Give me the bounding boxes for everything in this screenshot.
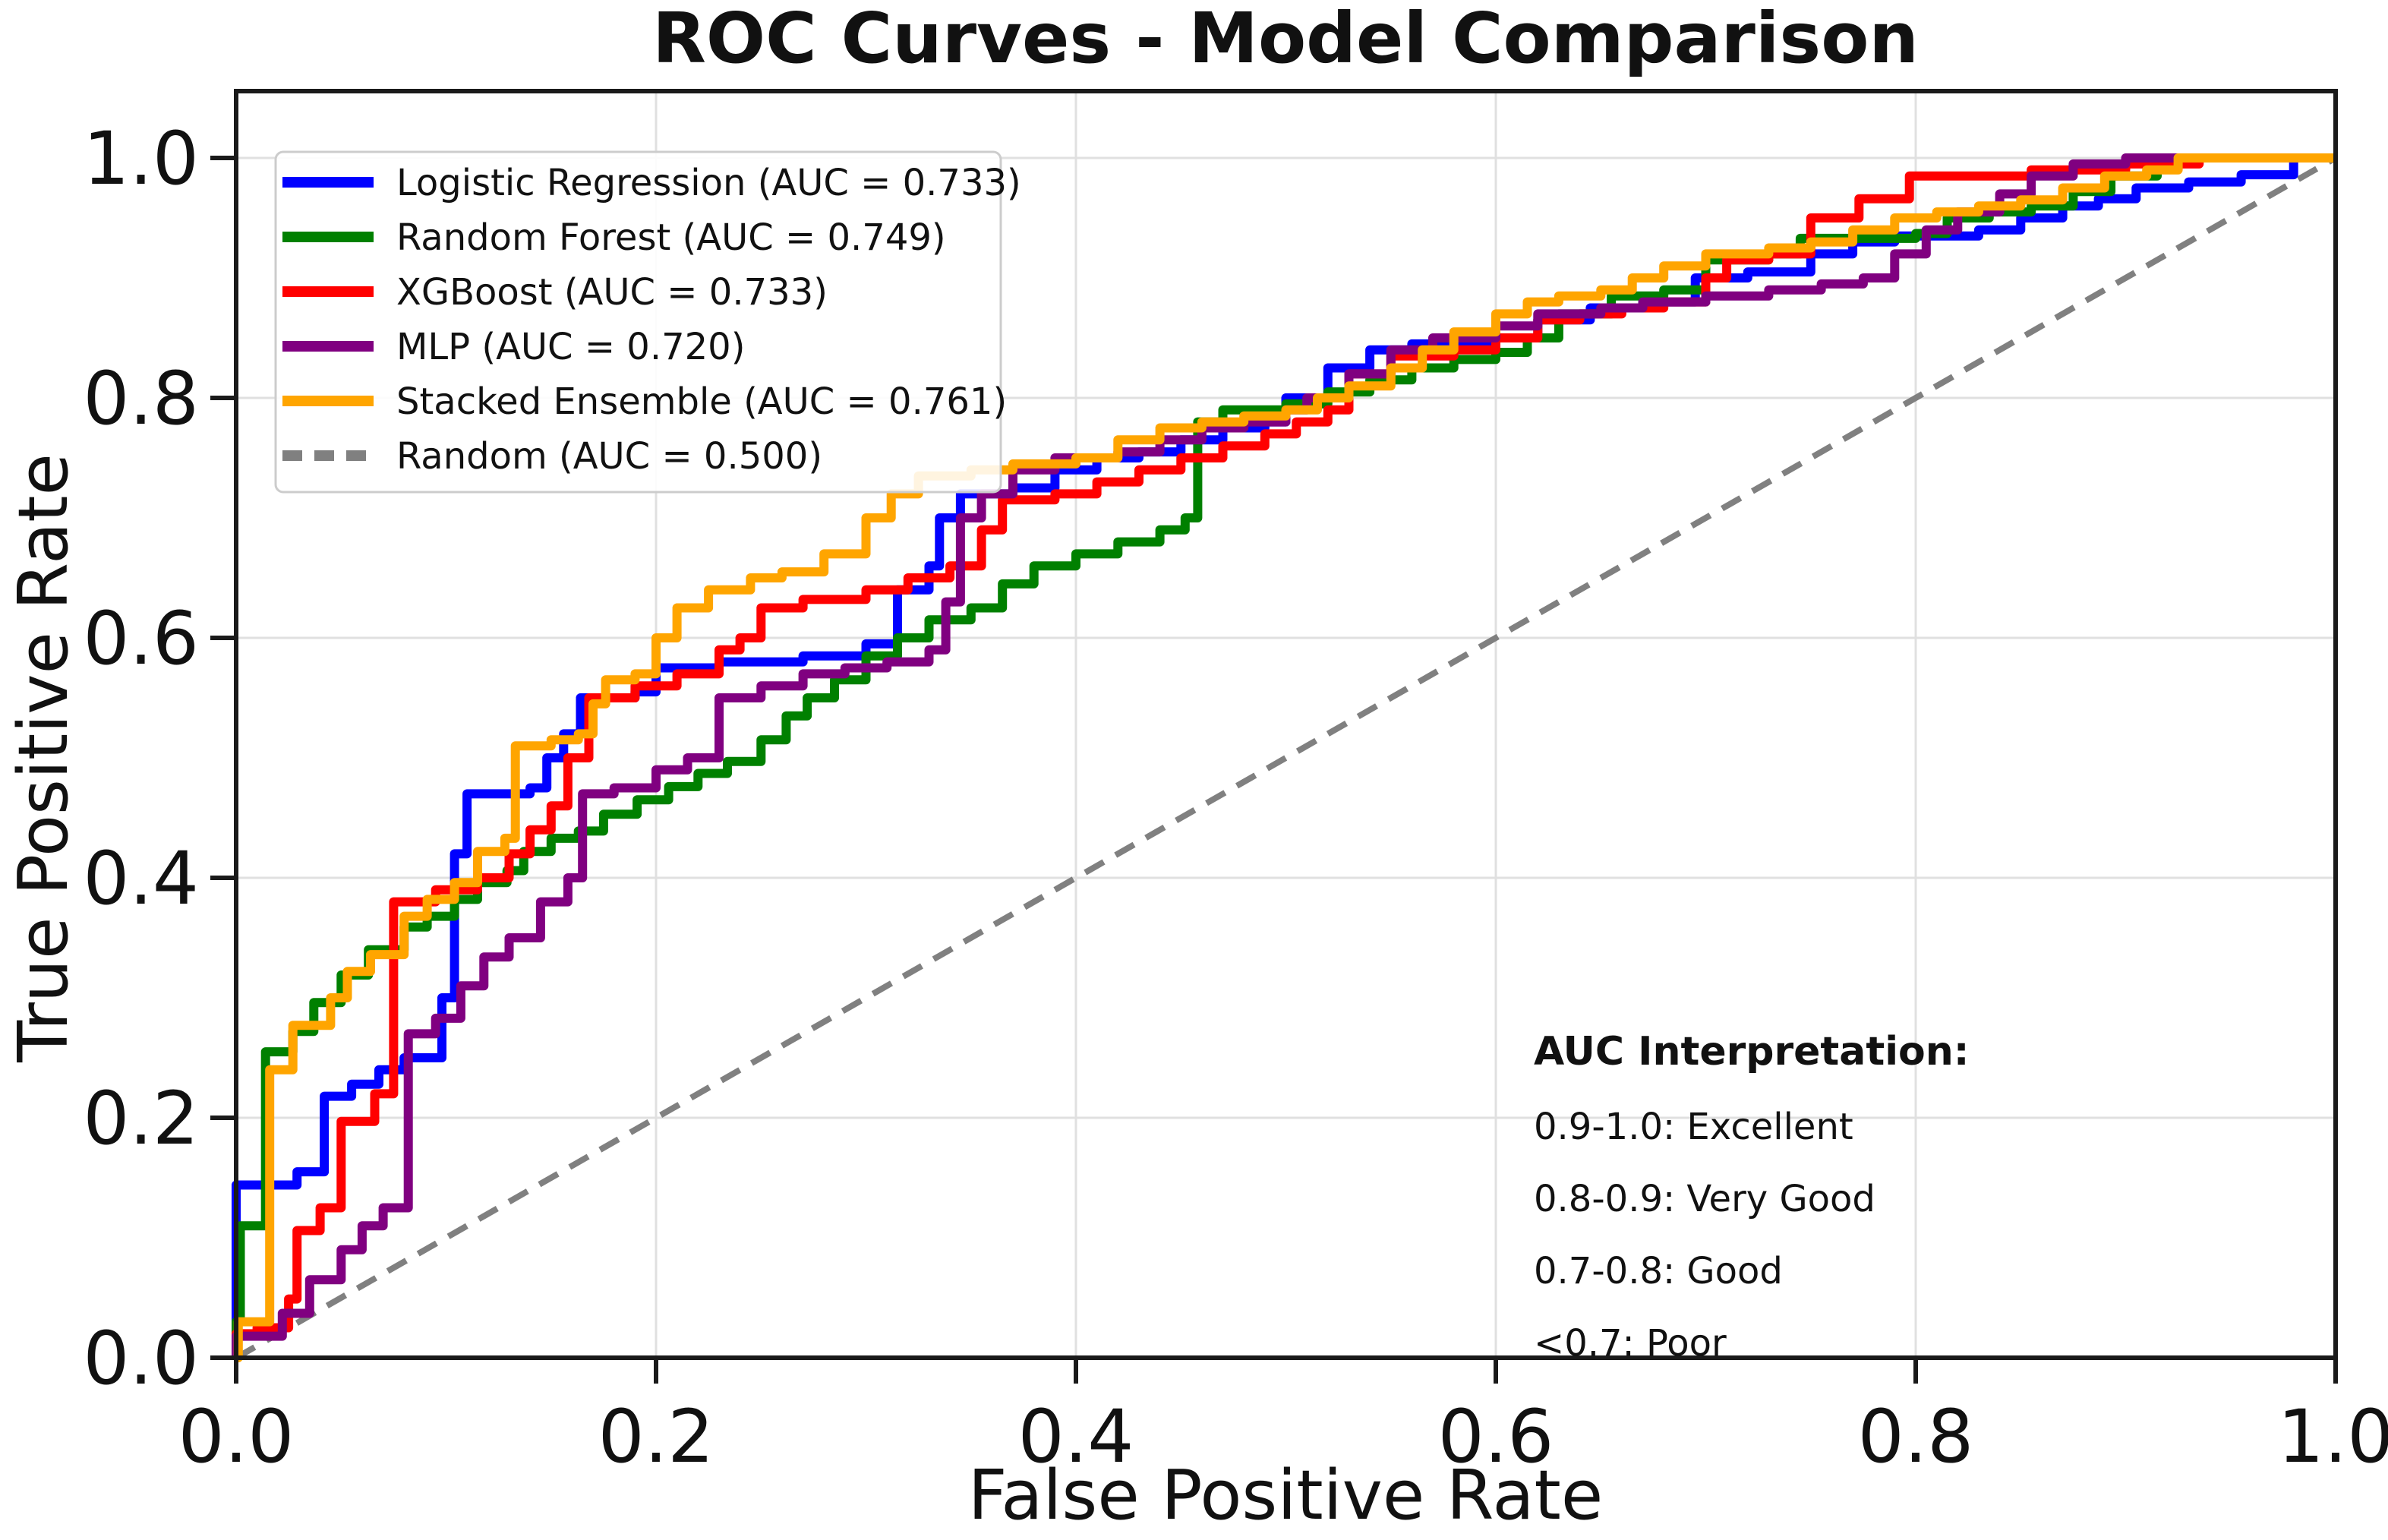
legend-label-xgboost: XGBoost (AUC = 0.733) (396, 271, 828, 314)
x-tick-labels: 0.0 0.2 0.4 0.6 0.8 1.0 (178, 1394, 2388, 1479)
legend-label-random-forest: Random Forest (AUC = 0.749) (396, 216, 946, 259)
y-tick-label: 1.0 (83, 116, 199, 201)
axes-spines (234, 89, 2338, 1360)
y-tick-label: 0.0 (83, 1316, 199, 1401)
roc-curve-xgboost (232, 153, 2336, 1358)
x-axis-label: False Positive Rate (968, 1456, 1603, 1535)
y-tick-label: 0.8 (83, 356, 199, 441)
auc-interpretation-very-good: 0.8-0.9: Very Good (1534, 1178, 1875, 1220)
roc-curve-mlp (232, 153, 2336, 1358)
auc-interpretation: AUC Interpretation: 0.9-1.0: Excellent 0… (1534, 1029, 1970, 1365)
y-axis-label: True Positive Rate (4, 453, 84, 1063)
legend-box (274, 150, 1002, 494)
x-tick-label: 0.8 (1858, 1394, 1974, 1479)
legend-label-logistic-regression: Logistic Regression (AUC = 0.733) (396, 162, 1021, 204)
x-tick-label: 1.0 (2278, 1394, 2388, 1479)
legend: Logistic Regression (AUC = 0.733) Random… (274, 150, 1021, 494)
auc-interpretation-title: AUC Interpretation: (1534, 1029, 1970, 1075)
random-diagonal-line (235, 155, 2337, 1361)
axis-ticks (210, 156, 2338, 1384)
x-tick-label: 0.6 (1438, 1394, 1554, 1479)
x-tick-label: 0.4 (1018, 1394, 1134, 1479)
roc-curve-stacked-ensemble (233, 153, 2336, 1362)
auc-interpretation-excellent: 0.9-1.0: Excellent (1534, 1106, 1853, 1148)
auc-interpretation-poor: <0.7: Poor (1534, 1322, 1727, 1365)
x-tick-label: 0.2 (598, 1394, 715, 1479)
y-tick-labels: 0.0 0.2 0.4 0.6 0.8 1.0 (83, 116, 199, 1401)
y-tick-label: 0.4 (83, 836, 199, 921)
y-tick-label: 0.2 (83, 1076, 199, 1161)
x-tick-label: 0.0 (178, 1394, 295, 1479)
y-tick-label: 0.6 (83, 596, 199, 681)
legend-label-random: Random (AUC = 0.500) (396, 435, 822, 478)
auc-interpretation-good: 0.7-0.8: Good (1534, 1250, 1783, 1292)
legend-label-stacked-ensemble: Stacked Ensemble (AUC = 0.761) (396, 380, 1007, 423)
legend-label-mlp: MLP (AUC = 0.720) (396, 326, 745, 368)
chart-title: ROC Curves - Model Comparison (652, 0, 1919, 79)
